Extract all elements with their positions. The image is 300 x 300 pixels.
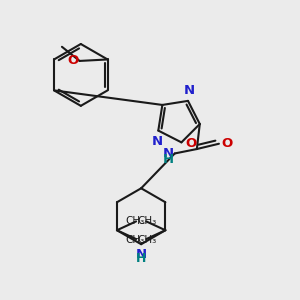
Text: O: O bbox=[185, 137, 197, 150]
Text: CH₃: CH₃ bbox=[126, 216, 145, 226]
Text: O: O bbox=[67, 54, 78, 68]
Text: CH₃: CH₃ bbox=[137, 216, 157, 226]
Text: CH₃: CH₃ bbox=[137, 235, 157, 245]
Text: N: N bbox=[163, 147, 174, 160]
Text: N: N bbox=[184, 84, 195, 97]
Text: N: N bbox=[136, 248, 147, 261]
Text: O: O bbox=[222, 136, 233, 150]
Text: CH₃: CH₃ bbox=[126, 235, 145, 245]
Text: H: H bbox=[136, 253, 146, 266]
Text: N: N bbox=[151, 135, 162, 148]
Text: H: H bbox=[163, 153, 174, 166]
